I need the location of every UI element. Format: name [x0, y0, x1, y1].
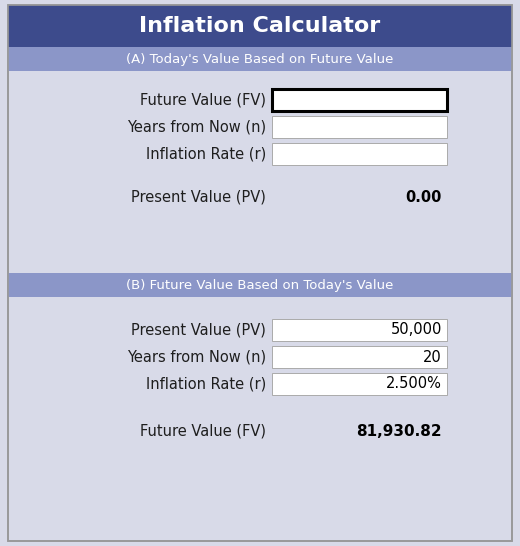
Text: Present Value (PV): Present Value (PV) [131, 323, 266, 337]
Text: 0.00: 0.00 [406, 189, 442, 205]
FancyBboxPatch shape [272, 143, 447, 165]
Text: 81,930.82: 81,930.82 [356, 424, 442, 438]
FancyBboxPatch shape [8, 47, 512, 71]
Text: Future Value (FV): Future Value (FV) [140, 424, 266, 438]
Text: (A) Today's Value Based on Future Value: (A) Today's Value Based on Future Value [126, 52, 394, 66]
FancyBboxPatch shape [272, 319, 447, 341]
Text: Future Value (FV): Future Value (FV) [140, 92, 266, 108]
Text: 50,000: 50,000 [391, 323, 442, 337]
Text: Inflation Rate (r): Inflation Rate (r) [146, 377, 266, 391]
Text: Present Value (PV): Present Value (PV) [131, 189, 266, 205]
FancyBboxPatch shape [272, 346, 447, 368]
FancyBboxPatch shape [272, 116, 447, 138]
FancyBboxPatch shape [272, 89, 447, 111]
Text: Inflation Calculator: Inflation Calculator [139, 16, 381, 36]
Text: Inflation Rate (r): Inflation Rate (r) [146, 146, 266, 162]
FancyBboxPatch shape [8, 5, 512, 541]
Text: Years from Now (n): Years from Now (n) [127, 120, 266, 134]
FancyBboxPatch shape [8, 273, 512, 297]
Text: 20: 20 [423, 349, 442, 365]
Text: 2.500%: 2.500% [386, 377, 442, 391]
Text: (B) Future Value Based on Today's Value: (B) Future Value Based on Today's Value [126, 278, 394, 292]
FancyBboxPatch shape [272, 373, 447, 395]
Text: Years from Now (n): Years from Now (n) [127, 349, 266, 365]
FancyBboxPatch shape [8, 5, 512, 47]
